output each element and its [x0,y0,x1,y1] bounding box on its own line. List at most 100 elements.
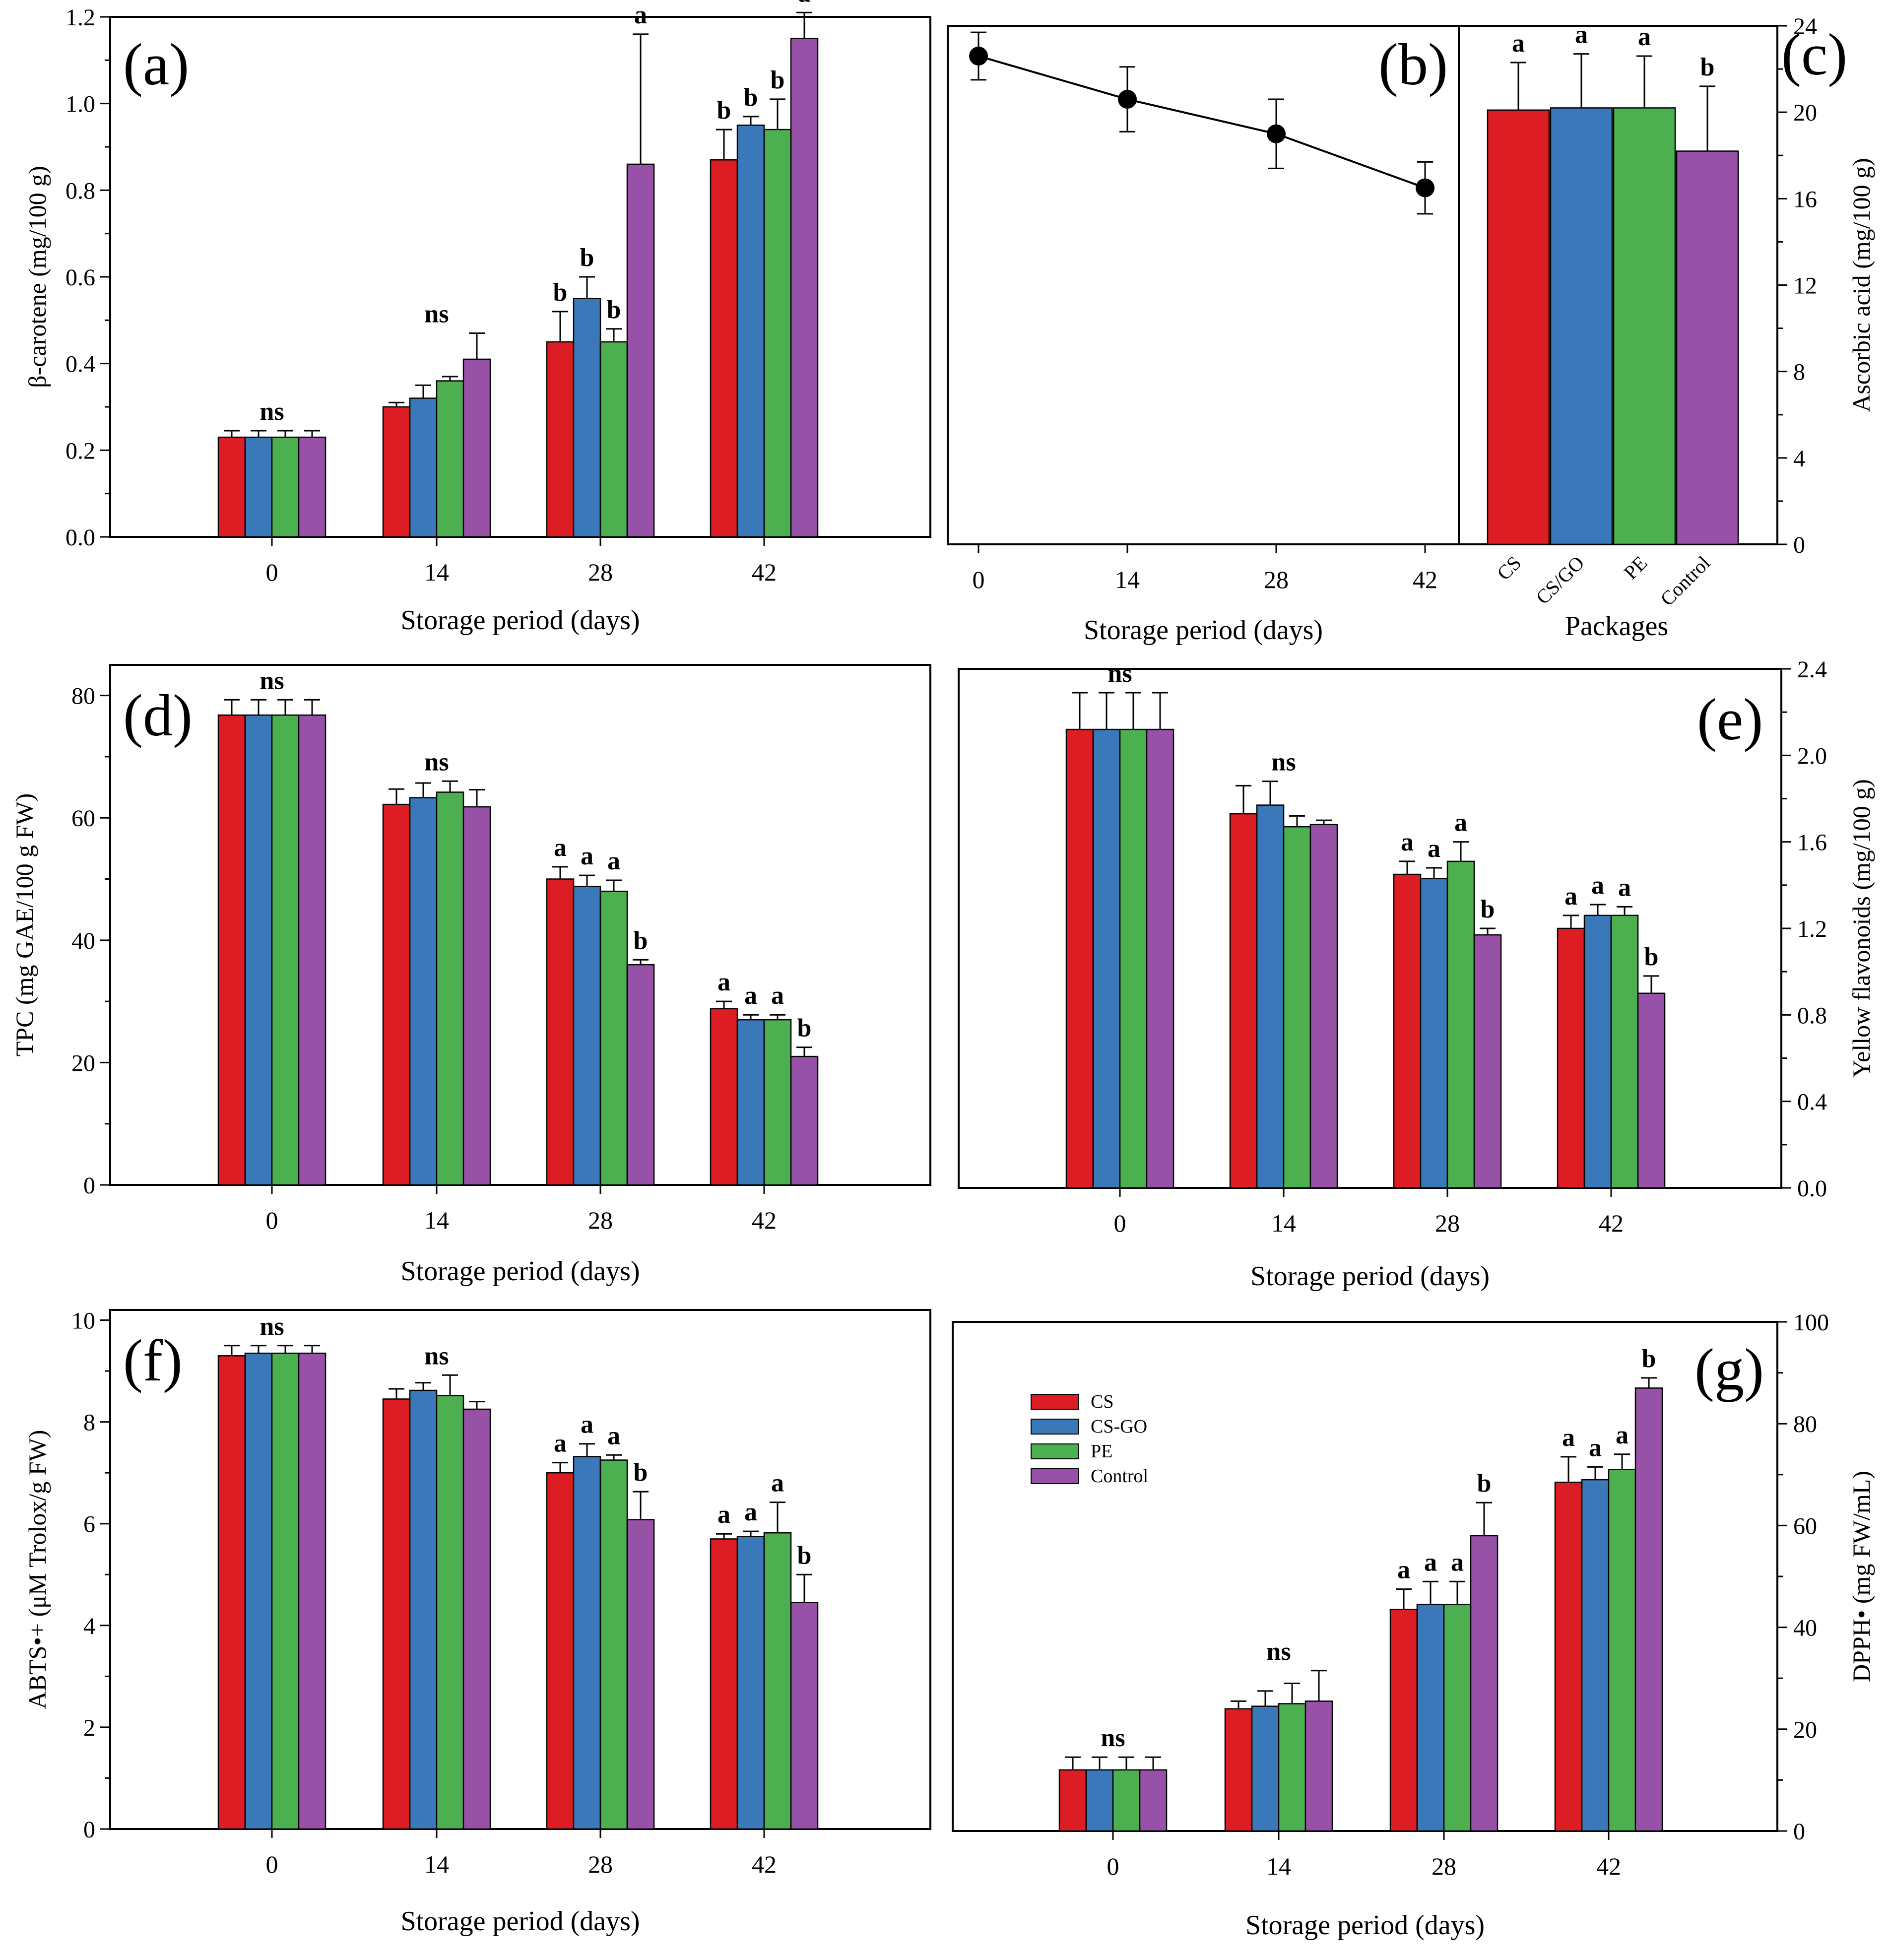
bar-cs [1229,813,1258,1189]
bar-cs-go [736,1536,765,1830]
bar-pe [436,380,464,538]
bar-control [1473,934,1502,1189]
legend-label: Control [1091,1466,1148,1487]
bar-cs [1557,927,1585,1189]
x-tick-label: 14 [1115,566,1140,593]
x-axis-label: Packages [1565,611,1668,642]
x-tick-label: 14 [424,558,449,586]
y-axis-label: TPC (mg GAE/100 g FW) [10,793,38,1057]
significance-label: b [607,296,621,324]
y-tick-label: 0.6 [65,264,95,291]
bar-control [1470,1535,1499,1832]
y-tick-label: 2 [83,1715,95,1741]
bar-pe [599,890,628,1186]
significance-label: b [1477,1469,1492,1498]
significance-label: ns [260,1312,284,1341]
legend-label: CS [1091,1391,1113,1412]
bar-control [626,964,655,1186]
significance-label: a [771,981,784,1010]
significance-label: a [1512,29,1525,58]
y-tick-label: 0 [83,1817,95,1843]
y-axis-label: DPPH• (mg FW/mL) [1847,1471,1875,1682]
bar-cs [1224,1708,1253,1832]
y-tick-label: 0.0 [1797,1176,1827,1202]
bar-cs [546,878,575,1186]
data-point [1118,90,1137,109]
bar-cs [1065,728,1094,1189]
bar-control [1146,728,1174,1189]
significance-label: a [1451,1548,1464,1576]
y-tick-label: 24 [1793,13,1817,40]
y-tick-label: 20 [71,1050,95,1076]
significance-label: a [1616,1421,1629,1449]
significance-label: b [1642,1345,1656,1373]
bar-pe [1278,1703,1306,1832]
bar-cs-go [1256,804,1285,1189]
significance-label: a [1565,882,1577,911]
y-tick-label: 40 [71,928,95,954]
x-axis-label: Storage period (days) [400,1906,640,1937]
bar-cs-go [573,298,601,538]
x-tick-label: 0 [266,558,278,586]
y-tick-label: 8 [1793,359,1805,386]
bar-pe [599,1459,628,1830]
significance-label: a [1454,809,1467,837]
y-tick-label: 2.4 [1797,656,1827,683]
y-tick-label: 0.2 [65,438,95,464]
significance-label: b [744,83,758,112]
y-tick-label: 16 [1793,186,1817,212]
legend-label: CS-GO [1091,1416,1147,1437]
bar-cs-go [409,1389,438,1830]
bar-pe [1443,1604,1472,1832]
bar-pe [1613,107,1676,545]
y-tick-label: 0 [83,1173,95,1199]
significance-label: ns [424,300,449,328]
y-tick-label: 0 [1793,1819,1805,1845]
x-tick-label: 14 [424,1850,449,1878]
x-axis-label: Storage period (days) [1250,1261,1490,1292]
y-tick-label: 60 [71,805,95,832]
y-tick-label: 1.2 [65,4,95,31]
legend-swatch-cs-go [1031,1419,1079,1435]
significance-label: a [1618,873,1631,902]
x-axis-label: Storage period (days) [1245,1910,1485,1941]
bar-cs-go [573,886,601,1186]
x-tick-label: 42 [1599,1209,1624,1237]
bar-pe [1283,826,1311,1189]
bar-pe [436,1395,464,1830]
x-tick-label: 0 [1107,1852,1119,1880]
bar-cs-go [1581,1479,1610,1832]
bar-cs [1487,109,1550,545]
x-axis-label: Storage period (days) [400,1256,640,1287]
significance-label: a [1591,871,1604,900]
bar-cs [382,406,411,538]
data-point [1267,124,1286,143]
bar-cs-go [1416,1604,1445,1832]
significance-label: b [553,278,568,307]
x-tick-label: 42 [1596,1852,1621,1880]
bar-cs-go [409,397,438,538]
x-tick-label: 28 [588,558,613,586]
significance-label: b [634,1458,648,1487]
significance-label: b [771,66,785,94]
bar-pe [271,714,300,1186]
panel-label: (a) [123,31,189,97]
panel-f-frame [109,1309,931,1830]
significance-label: a [607,1422,620,1450]
bar-cs-go [244,714,273,1186]
y-axis-label: ABTS•+ (μM Trolox/g FW) [23,1430,51,1709]
panel-label: (e) [1697,686,1763,752]
y-tick-label: 0.4 [1797,1089,1827,1115]
y-tick-label: 2.0 [1797,743,1827,769]
legend-swatch-control [1031,1468,1079,1484]
bar-cs-go [736,125,765,538]
x-tick-label: 42 [752,1206,777,1234]
bar-cs-go [1583,915,1612,1189]
significance-label: a [554,834,567,862]
significance-label: a [1562,1424,1575,1452]
x-tick-label: 0 [1114,1209,1126,1237]
y-tick-label: 80 [71,683,95,710]
panel-label: (g) [1695,1336,1764,1402]
data-point [969,46,988,65]
significance-label: ns [260,666,284,695]
